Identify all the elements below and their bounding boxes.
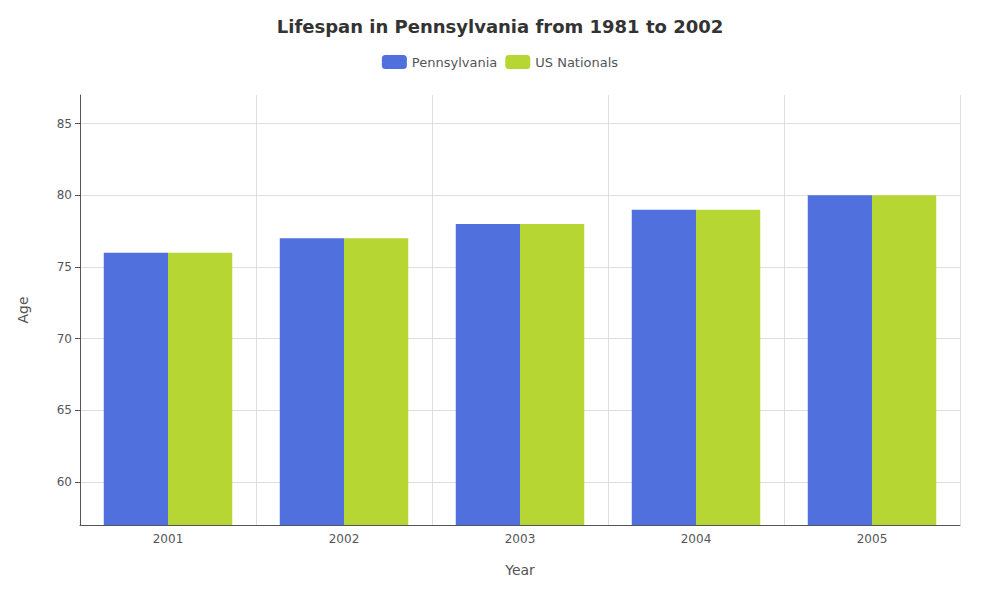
- svg-text:Lifespan in Pennsylvania from: Lifespan in Pennsylvania from 1981 to 20…: [277, 16, 723, 37]
- svg-text:65: 65: [57, 403, 72, 417]
- svg-text:80: 80: [57, 188, 72, 202]
- svg-text:US Nationals: US Nationals: [535, 55, 618, 70]
- svg-text:Year: Year: [504, 562, 535, 578]
- svg-text:Pennsylvania: Pennsylvania: [412, 55, 497, 70]
- svg-text:2003: 2003: [505, 532, 536, 546]
- svg-text:60: 60: [57, 475, 72, 489]
- svg-text:2005: 2005: [857, 532, 888, 546]
- svg-text:70: 70: [57, 332, 72, 346]
- svg-text:2002: 2002: [329, 532, 360, 546]
- svg-text:Age: Age: [15, 296, 31, 323]
- svg-text:75: 75: [57, 260, 72, 274]
- svg-text:2001: 2001: [153, 532, 184, 546]
- svg-text:2004: 2004: [681, 532, 712, 546]
- svg-text:85: 85: [57, 117, 72, 131]
